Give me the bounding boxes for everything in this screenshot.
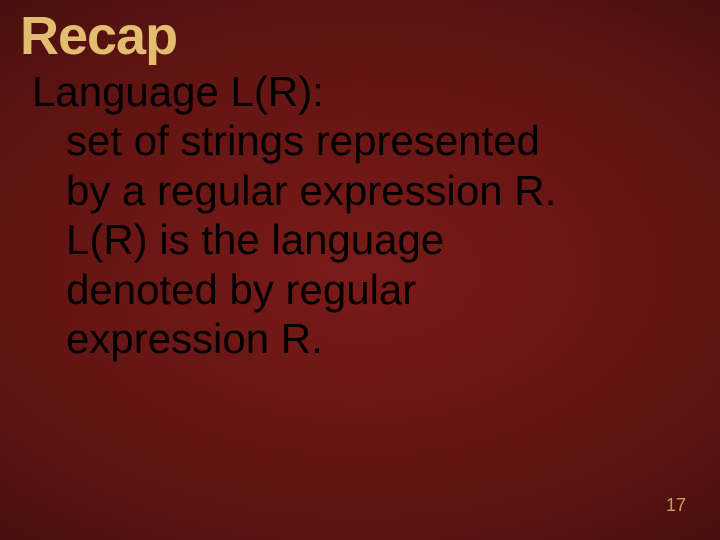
body-line-4: L(R) is the language <box>32 215 700 265</box>
body-line-3: by a regular expression R. <box>32 166 700 216</box>
body-line-5: denoted by regular <box>32 265 700 315</box>
slide-title: Recap <box>20 8 700 65</box>
body-line-2: set of strings represented <box>32 116 700 166</box>
slide: Recap Language L(R): set of strings repr… <box>0 0 720 540</box>
slide-body: Language L(R): set of strings represente… <box>20 67 700 364</box>
body-line-6: expression R. <box>32 314 700 364</box>
body-line-1: Language L(R): <box>32 67 700 117</box>
page-number: 17 <box>666 495 686 516</box>
